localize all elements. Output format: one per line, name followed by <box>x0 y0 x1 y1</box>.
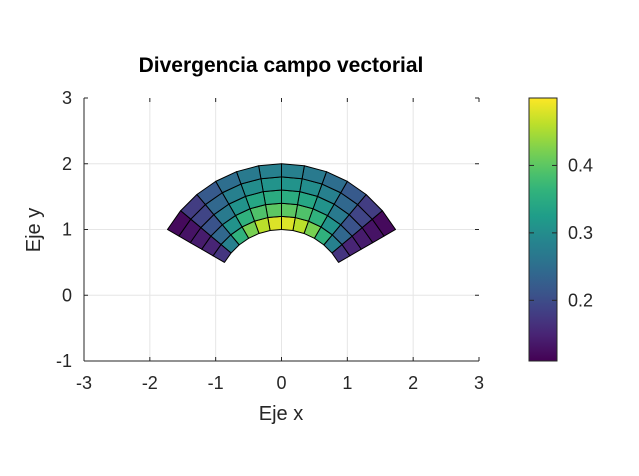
y-axis-label: Eje y <box>23 208 45 252</box>
x-ticks: -3 -2 -1 0 1 2 3 <box>76 98 484 393</box>
heatmap-cell <box>281 215 296 231</box>
x-tick-label: 1 <box>342 373 352 393</box>
heatmap-cell <box>262 189 282 206</box>
heatmap-cell <box>260 176 282 193</box>
x-tick-label: 0 <box>276 373 286 393</box>
colorbar: 0.2 0.3 0.4 <box>528 97 593 362</box>
colorbar-scale <box>528 97 558 362</box>
colorbar-ticks: 0.2 0.3 0.4 <box>529 155 593 310</box>
x-tick-label: 3 <box>474 373 484 393</box>
plot-axes: -3 -2 -1 0 1 2 3 -1 0 1 2 3 <box>56 88 484 393</box>
colorbar-tick-label: 0.4 <box>568 155 593 175</box>
heatmap-cell <box>166 210 192 237</box>
y-tick-label: 1 <box>62 220 72 240</box>
y-tick-label: 3 <box>62 88 72 108</box>
x-axis-label: Eje x <box>259 403 303 425</box>
colorbar-tick-label: 0.2 <box>568 290 593 310</box>
colorbar-tick-label: 0.3 <box>568 223 593 243</box>
y-tick-label: 0 <box>62 285 72 305</box>
x-tick-label: -3 <box>76 373 92 393</box>
heatmap-cell <box>281 202 298 219</box>
heatmap-cell <box>281 189 301 206</box>
y-tick-label: 2 <box>62 154 72 174</box>
chart-title: Divergencia campo vectorial <box>139 54 424 77</box>
y-tick-label: -1 <box>56 351 72 371</box>
x-tick-label: -2 <box>142 373 158 393</box>
heatmap-cell <box>281 163 305 180</box>
x-tick-label: 2 <box>408 373 418 393</box>
x-tick-label: -1 <box>208 373 224 393</box>
heatmap-cell <box>281 176 303 193</box>
heatmap-cell <box>258 163 282 180</box>
heatmap-cells <box>166 163 397 263</box>
y-ticks: -1 0 1 2 3 <box>56 88 479 371</box>
